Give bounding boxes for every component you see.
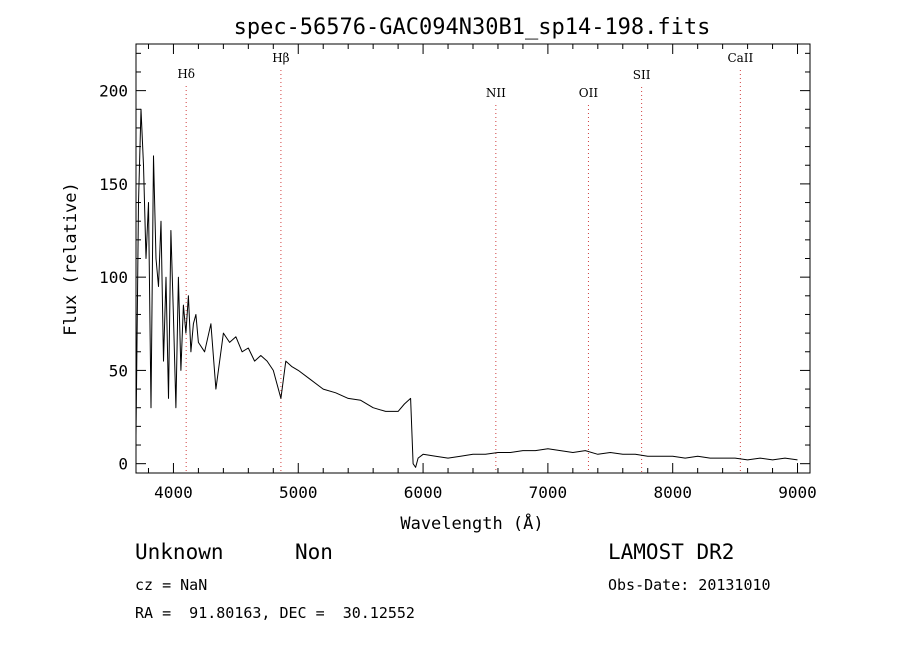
y-axis-label: Flux (relative) (61, 182, 81, 336)
survey-name: LAMOST DR2 (608, 540, 735, 564)
spectral-line-label: Hβ (272, 51, 289, 65)
axis-ticks: 4000 5000 6000 7000 8000 9000 0 50 100 150 200 (99, 44, 817, 502)
spectral-line-label: CaII (727, 51, 753, 65)
x-axis-label: Wavelength (Å) (400, 512, 543, 534)
chart-title: spec-56576-GAC094N30B1_sp14-198.fits (234, 15, 711, 40)
spectrum-series-line (135, 108, 798, 468)
observation-date: Obs-Date: 20131010 (608, 576, 771, 594)
y-tick-label: 200 (99, 82, 128, 101)
y-tick-label: 0 (118, 455, 128, 474)
y-tick-label: 50 (109, 361, 128, 380)
spectral-line-label: SII (633, 68, 651, 82)
spectral-subclass: Non (295, 540, 333, 564)
x-tick-label: 7000 (529, 483, 568, 502)
spectral-line-label: Hδ (177, 67, 195, 81)
x-tick-label: 4000 (154, 483, 193, 502)
coordinates-text: RA = 91.80163, DEC = 30.12552 (135, 604, 415, 622)
redshift-text: cz = NaN (135, 576, 208, 594)
x-tick-label: 8000 (653, 483, 692, 502)
y-tick-label: 150 (99, 175, 128, 194)
plot-frame (135, 43, 811, 474)
spectral-line-markers: Hδ Hβ NII OII SII CaII (177, 51, 754, 473)
x-tick-label: 9000 (778, 483, 817, 502)
y-tick-label: 100 (99, 268, 128, 287)
x-tick-label: 6000 (404, 483, 443, 502)
spectral-line-label: NII (486, 86, 506, 100)
spectral-line-label: OII (579, 86, 599, 100)
x-tick-label: 5000 (279, 483, 318, 502)
spectral-class: Unknown (135, 540, 224, 564)
